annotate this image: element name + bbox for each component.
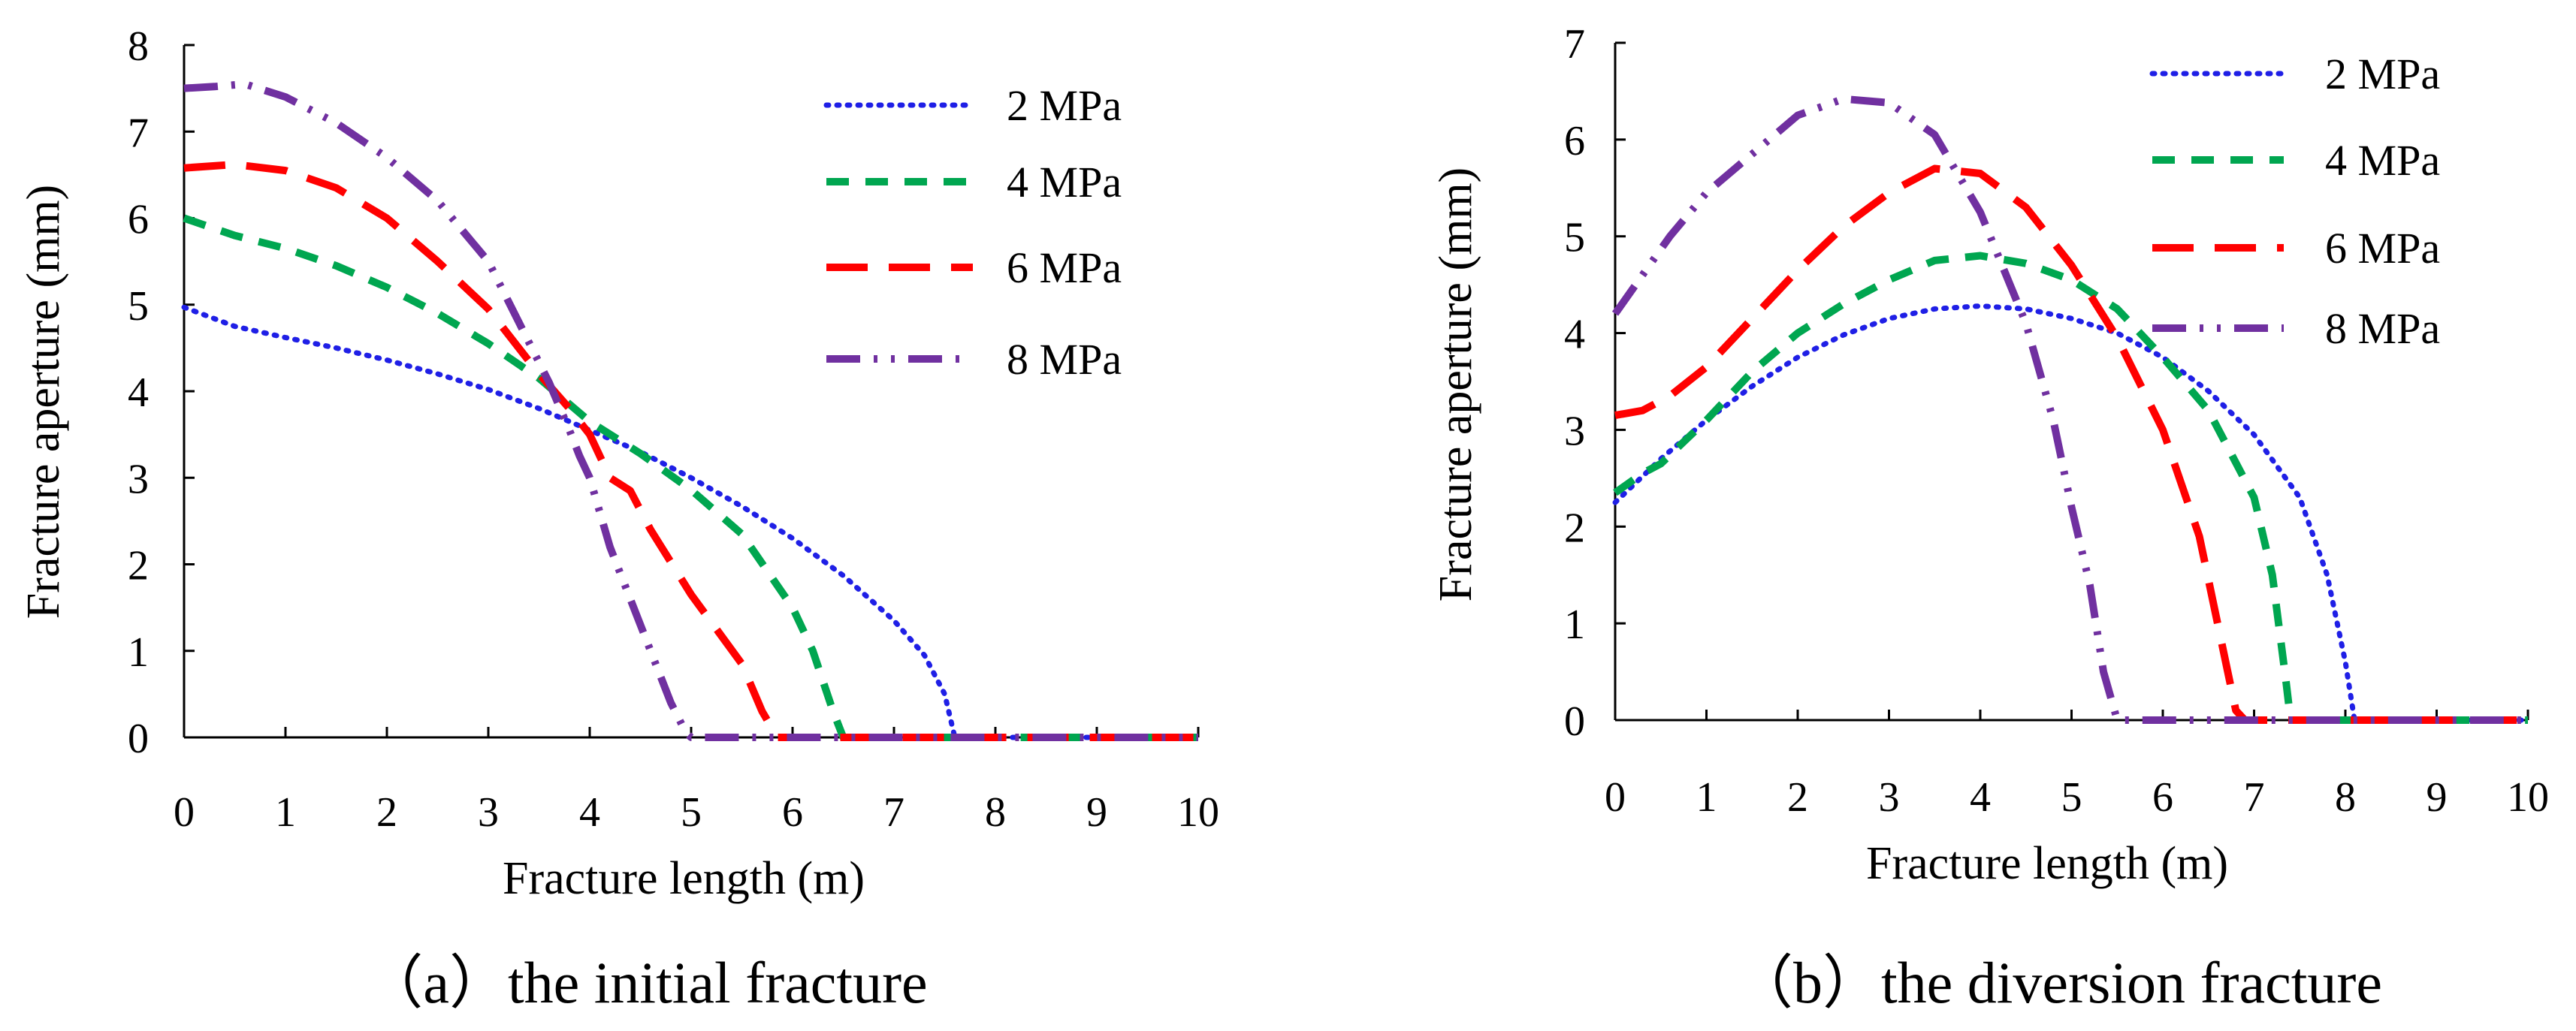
series-line-a-2 [183, 161, 1198, 741]
legend-item-a-2: 6 MPa [826, 243, 1122, 292]
y-tick-label-b-0: 0 [1564, 698, 1585, 745]
series-line-a-1 [183, 214, 1198, 741]
chart-panel-a: 0 1 2 3 4 5 6 7 8 9 10 0 1 2 3 4 5 6 7 8 Fracture length (m… [18, 23, 1219, 1015]
x-tick-label-a-0: 0 [174, 789, 195, 836]
legend-label-a-1: 4 MPa [1007, 158, 1122, 207]
series-line-b-3 [1611, 95, 2528, 724]
legend-item-b-3: 8 MPa [2152, 304, 2440, 353]
x-tick-label-a-3: 3 [478, 789, 499, 836]
y-tick-label-b-2: 2 [1564, 505, 1585, 551]
y-tick-label-a-1: 1 [128, 629, 149, 676]
y-tick-label-a-0: 0 [128, 716, 149, 762]
x-tick-label-b-4: 4 [1970, 774, 1991, 821]
series-line-a-3 [183, 80, 1198, 741]
legend-item-a-0: 2 MPa [823, 81, 1122, 130]
x-tick-label-a-4: 4 [579, 789, 600, 836]
series-line-b-1 [1613, 252, 2528, 724]
caption-a: （a）the initial fracture [364, 950, 927, 1015]
x-tick-label-a-10: 10 [1177, 789, 1219, 836]
x-tick-label-b-2: 2 [1787, 774, 1808, 821]
x-tick-label-b-9: 9 [2427, 774, 2448, 821]
y-tick-label-a-6: 6 [128, 197, 149, 243]
axes-b: 0 1 2 3 4 5 6 7 8 9 10 0 1 2 3 4 5 6 7 [1564, 21, 2549, 821]
y-tick-label-a-3: 3 [128, 456, 149, 502]
y-tick-label-b-5: 5 [1564, 215, 1585, 261]
legend-label-b-1: 4 MPa [2325, 136, 2440, 185]
x-tick-label-b-5: 5 [2061, 774, 2082, 821]
x-tick-label-a-8: 8 [985, 789, 1006, 836]
x-tick-label-a-7: 7 [883, 789, 904, 836]
legend-label-a-0: 2 MPa [1007, 81, 1122, 130]
legend-label-b-3: 8 MPa [2325, 304, 2440, 353]
x-tick-label-a-6: 6 [782, 789, 803, 836]
legend-b: 2 MPa 4 MPa 6 MPa 8 MPa [2149, 50, 2440, 353]
legend-item-b-0: 2 MPa [2149, 50, 2440, 98]
y-axis-title-b: Fracture aperture (mm) [1430, 167, 1481, 601]
x-tick-label-a-9: 9 [1086, 789, 1107, 836]
y-tick-label-b-1: 1 [1564, 601, 1585, 648]
legend-a: 2 MPa 4 MPa 6 MPa 8 MPa [823, 81, 1122, 384]
y-tick-label-b-6: 6 [1564, 118, 1585, 164]
y-tick-label-b-7: 7 [1564, 21, 1585, 68]
y-tick-label-b-3: 3 [1564, 408, 1585, 454]
series-line-b-0 [1612, 303, 2531, 723]
x-tick-label-a-5: 5 [681, 789, 702, 836]
x-tick-label-a-2: 2 [376, 789, 397, 836]
y-tick-label-a-4: 4 [128, 369, 149, 416]
legend-item-b-1: 4 MPa [2152, 136, 2440, 185]
x-tick-label-b-10: 10 [2507, 774, 2549, 821]
y-tick-label-a-5: 5 [128, 283, 149, 330]
x-tick-label-b-1: 1 [1696, 774, 1717, 821]
x-tick-label-b-0: 0 [1605, 774, 1626, 821]
legend-item-a-3: 8 MPa [826, 335, 1122, 384]
plot-area-b: 0 1 2 3 4 5 6 7 8 9 10 0 1 2 3 4 5 6 7 [1564, 21, 2549, 821]
chart-panel-b: 0 1 2 3 4 5 6 7 8 9 10 0 1 2 3 4 5 6 7 Fracture length (m)… [1430, 21, 2549, 1015]
x-tick-label-b-3: 3 [1879, 774, 1900, 821]
y-tick-label-a-7: 7 [128, 110, 149, 156]
legend-item-b-2: 6 MPa [2152, 224, 2440, 273]
plot-area-a: 0 1 2 3 4 5 6 7 8 9 10 0 1 2 3 4 5 6 7 8 [128, 23, 1219, 836]
y-tick-label-b-4: 4 [1564, 312, 1585, 358]
series-line-a-0 [181, 304, 1201, 740]
legend-label-b-2: 6 MPa [2325, 224, 2440, 273]
x-tick-label-b-7: 7 [2244, 774, 2265, 821]
legend-label-a-3: 8 MPa [1007, 335, 1122, 384]
legend-item-a-1: 4 MPa [826, 158, 1122, 207]
y-tick-label-a-2: 2 [128, 543, 149, 589]
y-tick-label-a-8: 8 [128, 23, 149, 70]
legend-label-b-0: 2 MPa [2325, 50, 2440, 98]
y-axis-title-a: Fracture aperture (mm) [18, 185, 69, 619]
legend-label-a-2: 6 MPa [1007, 243, 1122, 292]
x-axis-title-a: Fracture length (m) [503, 853, 865, 904]
series-line-b-2 [1614, 164, 2528, 724]
axes-a: 0 1 2 3 4 5 6 7 8 9 10 0 1 2 3 4 5 6 7 8 [128, 23, 1219, 836]
x-tick-label-a-1: 1 [275, 789, 296, 836]
x-tick-label-b-6: 6 [2152, 774, 2173, 821]
x-axis-title-b: Fracture length (m) [1866, 838, 2228, 889]
x-tick-label-b-8: 8 [2335, 774, 2356, 821]
caption-b: （b）the diversion fracture [1735, 950, 2382, 1015]
